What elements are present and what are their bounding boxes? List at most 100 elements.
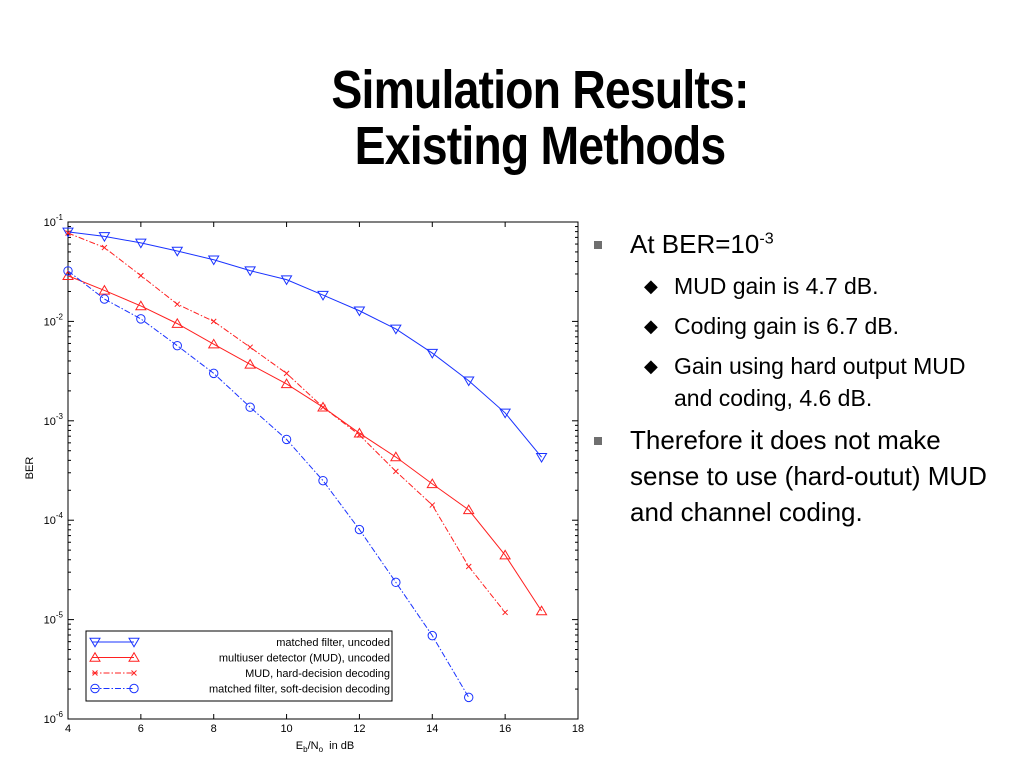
data-point-circle [129,683,139,694]
data-point-triangle-down [389,324,402,335]
data-point-triangle-down [89,637,101,648]
legend-label: MUD, hard-decision decoding [245,668,390,680]
data-point-triangle-up [89,651,101,662]
data-point-circle [391,577,401,588]
data-point-circle [464,692,474,703]
series-line [67,275,542,612]
x-tick-label: 8 [211,723,217,735]
data-point-triangle-up [62,270,74,280]
series-line [67,231,542,458]
series-1 [62,227,548,463]
data-point-triangle-down [128,637,140,648]
data-point-triangle-down [134,238,147,249]
data-point-x [393,468,399,475]
data-point-triangle-down [280,275,293,286]
legend-box [85,630,393,702]
data-point-circle [245,402,255,412]
x-tick-label: 14 [426,723,438,735]
y-tick-label: 10-2 [44,312,64,328]
series-2 [62,270,548,616]
data-point-triangle-up [280,378,293,389]
data-point-triangle-up [244,358,257,369]
y-tick-label: 10-5 [44,611,64,627]
series-3 [65,230,508,616]
sub-bullet-text: MUD gain is 4.7 dB. [674,273,879,299]
square-bullet-icon [594,241,602,249]
data-point-triangle-down [499,408,512,419]
data-point-x [65,230,71,236]
y-tick-label: 10-4 [44,511,64,527]
bullet-ber-target: At BER=10-3 [590,226,1010,262]
data-point-circle [90,683,100,694]
data-point-triangle-down [244,266,257,277]
diamond-bullet-icon: ◆ [644,316,658,336]
slide-title: Simulation Results: Existing Methods [230,62,849,174]
legend-label: matched filter, soft-decision decoding [209,684,390,696]
x-axis-label: Eb/No in dB [296,740,354,754]
data-point-triangle-up [171,317,184,328]
data-point-triangle-down [317,290,329,301]
data-point-triangle-down [462,376,475,387]
data-point-triangle-up [389,451,402,462]
data-point-triangle-up [134,300,147,311]
data-point-circle [99,294,110,304]
bullet-conclusion: Therefore it does not make sense to use … [590,422,1010,530]
data-point-triangle-up [462,504,475,515]
data-point-circle [281,434,292,445]
bullet-list: At BER=10-3 ◆ MUD gain is 4.7 dB. ◆ Codi… [590,226,1010,538]
legend-entry: MUD, hard-decision decoding [92,668,390,680]
legend-label: matched filter, uncoded [276,637,390,649]
y-axis-label: BER [24,457,36,480]
ber-chart: BER Eb/No in dB 4 6 8 10 12 14 16 18 10-1 10-2 10-… [24,213,584,754]
sub-bullet-text: Gain using hard output MUD and coding, 4… [674,353,966,411]
data-point-x [210,318,217,325]
sub-bullet-text: Coding gain is 6.7 dB. [674,313,900,339]
data-point-triangle-up [128,651,140,662]
diamond-bullet-icon: ◆ [644,356,658,376]
data-point-x [465,563,472,570]
sub-bullet-coding-gain: ◆ Coding gain is 6.7 dB. [590,310,1010,342]
data-point-x [320,404,326,411]
y-tick-label: 10-6 [44,710,64,726]
series-4 [63,266,474,703]
diamond-bullet-icon: ◆ [644,276,658,296]
sub-bullet-combined-gain: ◆ Gain using hard output MUD and coding,… [590,350,1010,414]
data-point-x [429,502,436,508]
legend-entry: multiuser detector (MUD), uncoded [89,651,390,665]
data-point-circle [354,524,365,535]
data-point-triangle-up [499,549,512,560]
data-point-triangle-up [535,605,548,616]
series-line [67,232,506,613]
data-point-x [174,301,181,308]
title-line-2: Existing Methods [354,116,727,176]
data-point-triangle-down [171,246,184,257]
data-point-triangle-down [98,232,111,243]
data-point-triangle-down [353,306,366,317]
data-point-x [92,670,98,676]
data-point-x [356,432,363,438]
data-point-triangle-up [207,338,220,349]
y-tick-label: 10-3 [44,412,64,428]
bullet-text: At BER=10 [630,229,760,259]
data-point-x [138,272,144,279]
data-point-x [283,370,290,377]
data-point-circle [427,630,437,641]
data-point-circle [318,475,328,486]
data-point-circle [209,368,219,379]
data-point-x [131,670,137,676]
bullet-text: Therefore it does not make sense to use … [630,425,987,527]
data-point-triangle-down [535,452,548,463]
x-tick-label: 12 [353,723,365,735]
x-tick-label: 4 [65,723,71,735]
legend-entry: matched filter, uncoded [89,637,390,649]
square-bullet-icon [594,437,602,445]
x-tick-label: 18 [572,723,584,735]
data-point-circle [136,314,146,324]
data-point-triangle-down [207,255,220,266]
x-tick-label: 10 [280,723,292,735]
sub-bullet-mud-gain: ◆ MUD gain is 4.7 dB. [590,270,1010,302]
data-point-x [247,344,253,351]
data-point-triangle-up [426,478,439,489]
x-tick-label: 6 [138,723,144,735]
title-line-1: Simulation Results: [331,60,749,120]
